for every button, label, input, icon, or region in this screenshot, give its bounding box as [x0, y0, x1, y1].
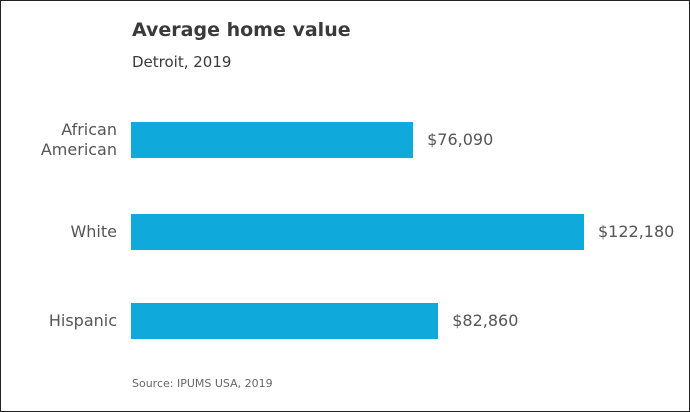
chart-subtitle: Detroit, 2019 [132, 53, 232, 71]
value-label: $122,180 [598, 222, 675, 241]
category-label: White [70, 222, 117, 241]
chart-title: Average home value [132, 19, 351, 41]
category-label: African American [40, 120, 117, 159]
bar [131, 303, 439, 339]
category-label: Hispanic [48, 311, 117, 330]
bar [131, 122, 414, 158]
bar [131, 214, 584, 250]
value-label: $82,860 [452, 311, 519, 330]
value-label: $76,090 [427, 130, 494, 149]
source-note: Source: IPUMS USA, 2019 [132, 377, 273, 390]
